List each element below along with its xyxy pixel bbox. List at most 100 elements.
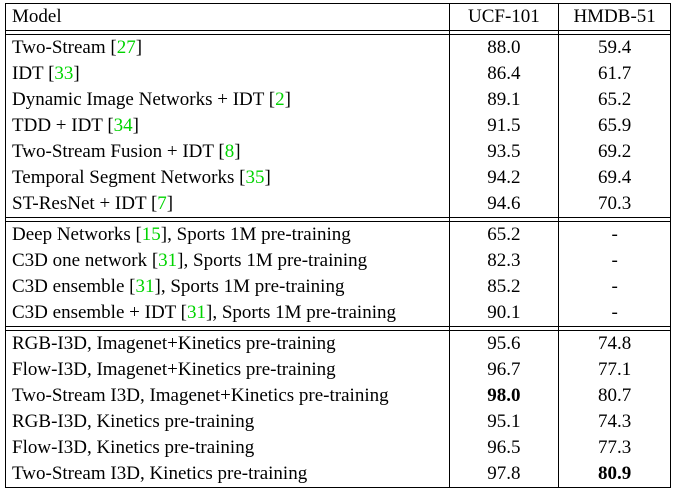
citation-link[interactable]: 8: [224, 141, 235, 162]
table-row: Two-Stream I3D, Imagenet+Kinetics pre-tr…: [5, 383, 671, 409]
model-suffix: , Sports 1M pre-training: [160, 276, 345, 297]
ucf101-value: 93.5: [487, 141, 521, 162]
ref-bracket: [: [129, 276, 136, 297]
ref-bracket: ]: [206, 302, 213, 323]
model-cell: Two-Stream [27]: [5, 34, 450, 61]
model-cell: TDD + IDT [34]: [5, 113, 450, 139]
model-name: TDD + IDT: [12, 115, 108, 136]
ref-bracket: [: [107, 115, 114, 136]
ref-bracket: ]: [132, 115, 139, 136]
ucf101-value: 88.0: [487, 37, 521, 58]
model-suffix: , Sports 1M pre-training: [212, 302, 396, 323]
ref-bracket: ]: [154, 276, 161, 297]
ref-bracket: [: [151, 250, 159, 271]
table-row: TDD + IDT [34] 91.5 65.9: [5, 113, 671, 139]
ucf101-value: 95.6: [487, 333, 521, 354]
hmdb51-cell: 69.2: [558, 139, 671, 165]
model-cell: Flow-I3D, Kinetics pre-training: [5, 435, 450, 461]
model-cell: RGB-I3D, Imagenet+Kinetics pre-training: [5, 330, 450, 357]
model-cell: Two-Stream Fusion + IDT [8]: [5, 139, 450, 165]
hmdb51-value: 65.2: [597, 89, 632, 110]
citation-link[interactable]: 31: [187, 302, 206, 323]
ucf101-cell: 94.6: [449, 191, 560, 218]
citation-link[interactable]: 15: [141, 224, 161, 245]
model-cell: Deep Networks [15], Sports 1M pre-traini…: [5, 221, 450, 248]
citation-link[interactable]: 31: [158, 250, 178, 271]
ucf101-value: 94.6: [487, 193, 521, 214]
citation-link[interactable]: 33: [54, 63, 74, 84]
hmdb51-cell: 65.2: [558, 87, 671, 113]
ucf101-cell: 95.6: [449, 330, 560, 357]
group-gap: [5, 326, 671, 331]
model-cell: Two-Stream I3D, Imagenet+Kinetics pre-tr…: [5, 383, 450, 409]
model-name: Flow-I3D, Imagenet+Kinetics pre-training: [12, 359, 336, 380]
ucf101-cell: 98.0: [449, 383, 560, 409]
citation-link[interactable]: 2: [275, 89, 285, 110]
model-name: Dynamic Image Networks + IDT: [12, 89, 269, 110]
hmdb51-cell: 80.9: [558, 461, 671, 488]
hmdb51-value: 77.3: [597, 437, 632, 458]
ucf101-cell: 95.1: [449, 409, 560, 435]
model-cell: ST-ResNet + IDT [7]: [5, 191, 450, 218]
hmdb51-cell: 61.7: [558, 61, 671, 87]
hmdb51-cell: -: [558, 221, 671, 248]
model-cell: IDT [33]: [5, 61, 450, 87]
hmdb51-value: 69.2: [597, 141, 632, 162]
ref-bracket: [: [218, 141, 225, 162]
ucf101-cell: 88.0: [449, 34, 560, 61]
hmdb51-value: -: [611, 224, 618, 245]
citation-link[interactable]: 35: [245, 167, 265, 188]
model-name: ST-ResNet + IDT: [12, 193, 151, 214]
citation-link[interactable]: 34: [113, 115, 133, 136]
results-table-wrapper: Model UCF-101 HMDB-51 Two-Stream [27] 88.…: [5, 3, 671, 488]
table-row: ST-ResNet + IDT [7] 94.6 70.3: [5, 191, 671, 218]
model-suffix: , Sports 1M pre-training: [183, 250, 368, 271]
hmdb51-cell: 77.1: [558, 357, 671, 383]
table-row: IDT [33] 86.4 61.7: [5, 61, 671, 87]
model-name: Flow-I3D, Kinetics pre-training: [12, 437, 255, 458]
hmdb51-value: 74.3: [597, 411, 632, 432]
hmdb51-cell: 80.7: [558, 383, 671, 409]
hmdb51-cell: 77.3: [558, 435, 671, 461]
hmdb51-value: 80.7: [597, 385, 632, 406]
model-name: Deep Networks: [12, 224, 136, 245]
hmdb51-cell: 74.3: [558, 409, 671, 435]
group-gap: [5, 30, 671, 35]
ref-bracket: ]: [284, 89, 291, 110]
hmdb51-value: 77.1: [597, 359, 632, 380]
hmdb51-cell: 69.4: [558, 165, 671, 191]
gap-cell: [558, 217, 671, 222]
ucf101-cell: 82.3: [449, 248, 560, 274]
ucf101-cell: 65.2: [449, 221, 560, 248]
citation-link[interactable]: 7: [157, 193, 167, 214]
citation-link[interactable]: 31: [135, 276, 155, 297]
ucf101-cell: 96.5: [449, 435, 560, 461]
model-name: RGB-I3D, Kinetics pre-training: [12, 411, 255, 432]
hmdb51-cell: -: [558, 248, 671, 274]
ucf101-cell: 86.4: [449, 61, 560, 87]
ref-bracket: ]: [166, 193, 174, 214]
ref-bracket: [: [135, 224, 142, 245]
ucf101-cell: 97.8: [449, 461, 560, 488]
model-name: Temporal Segment Networks: [12, 167, 240, 188]
gap-cell: [5, 30, 450, 35]
model-name: Two-Stream Fusion + IDT: [12, 141, 219, 162]
table-row: C3D ensemble [31], Sports 1M pre-trainin…: [5, 274, 671, 300]
hmdb51-value: -: [611, 276, 618, 297]
ref-bracket: ]: [264, 167, 271, 188]
hmdb51-value: 69.4: [597, 167, 632, 188]
ucf101-value: 97.8: [487, 463, 521, 484]
hmdb51-value: -: [611, 302, 618, 323]
hmdb51-value: 70.3: [597, 193, 632, 214]
ucf101-value: 94.2: [487, 167, 521, 188]
model-name: Two-Stream I3D, Imagenet+Kinetics pre-tr…: [12, 385, 389, 406]
citation-link[interactable]: 27: [116, 37, 136, 58]
model-name: C3D ensemble + IDT: [12, 302, 181, 323]
gap-cell: [449, 217, 560, 222]
model-cell: Temporal Segment Networks [35]: [5, 165, 450, 191]
ucf101-value: 85.2: [487, 276, 521, 297]
ref-bracket: ]: [135, 37, 143, 58]
table-row: Temporal Segment Networks [35] 94.2 69.4: [5, 165, 671, 191]
ucf101-value: 90.1: [487, 302, 521, 323]
model-cell: Flow-I3D, Imagenet+Kinetics pre-training: [5, 357, 450, 383]
